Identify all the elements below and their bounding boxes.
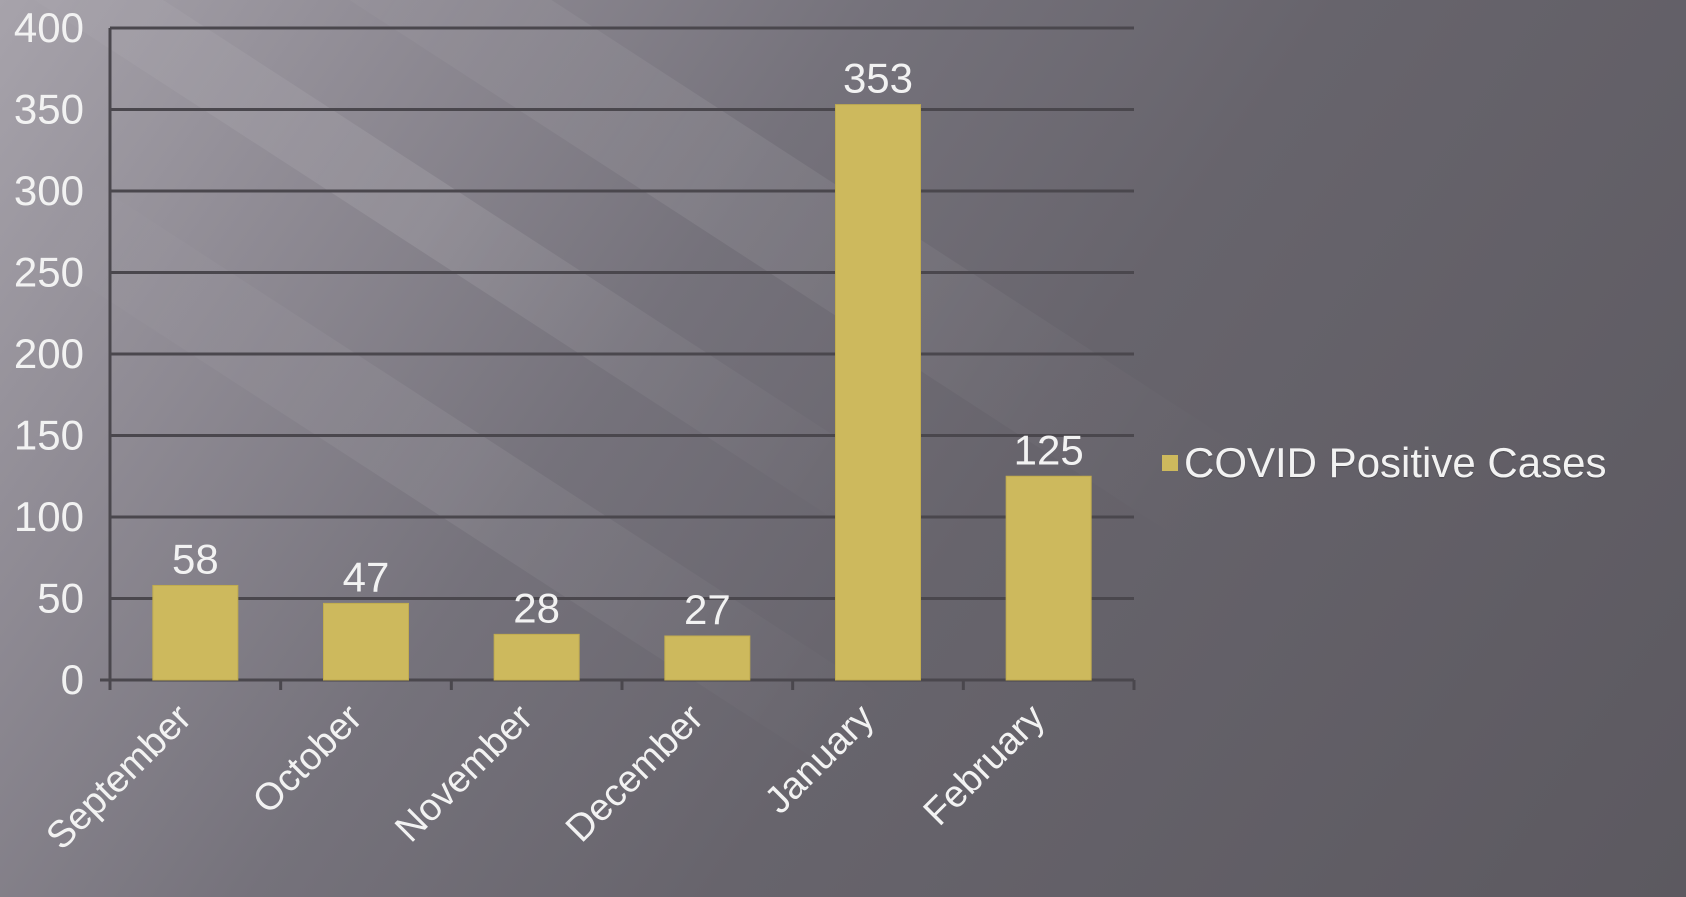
x-tick-label-september: September xyxy=(39,696,200,857)
data-label-october: 47 xyxy=(343,553,390,600)
data-label-january: 353 xyxy=(843,55,913,102)
data-label-december: 27 xyxy=(684,586,731,633)
axis-layer: 0 50 100 150 200 250 300 350 400 xyxy=(14,4,1136,703)
y-tick-label: 200 xyxy=(14,330,84,377)
x-tick-label-february: February xyxy=(916,697,1053,834)
bar-february xyxy=(1005,475,1092,681)
y-tick-label: 150 xyxy=(14,412,84,459)
bar-january xyxy=(835,104,921,681)
x-tick-label-december: December xyxy=(558,696,712,850)
bar-layer xyxy=(152,104,1092,681)
label-layer: 58 September 47 October 28 November 27 December… xyxy=(39,55,1084,858)
x-tick-label-november: November xyxy=(387,696,541,850)
data-label-september: 58 xyxy=(172,535,219,582)
legend: COVID Positive Cases xyxy=(1162,442,1606,484)
y-tick-label: 50 xyxy=(37,575,84,622)
legend-swatch xyxy=(1162,455,1178,471)
bar-november xyxy=(493,633,580,681)
y-tick-label: 100 xyxy=(14,493,84,540)
x-tick-label-october: October xyxy=(245,696,371,822)
bar-october xyxy=(323,602,409,681)
y-tick-label: 0 xyxy=(61,656,84,703)
grid-layer xyxy=(110,26,1134,682)
y-tick-label: 250 xyxy=(14,249,84,296)
bar-september xyxy=(152,584,239,681)
bar-december xyxy=(664,635,751,681)
x-tick-label-january: January xyxy=(757,697,882,822)
data-label-november: 28 xyxy=(513,584,560,631)
y-tick-label: 350 xyxy=(14,86,84,133)
y-tick-label: 400 xyxy=(14,4,84,51)
data-label-february: 125 xyxy=(1014,426,1084,473)
y-tick-label: 300 xyxy=(14,167,84,214)
legend-label: COVID Positive Cases xyxy=(1184,439,1607,486)
